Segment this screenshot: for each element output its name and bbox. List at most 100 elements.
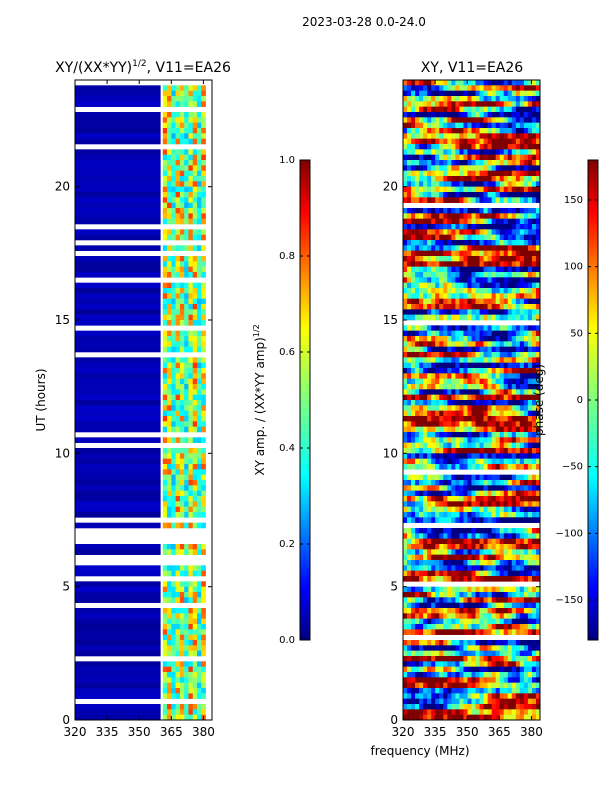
- heatmap-cell: [447, 389, 452, 395]
- heatmap-cell: [423, 661, 428, 667]
- heatmap-cell: [511, 501, 517, 507]
- x-tick-label: 320: [64, 725, 87, 739]
- heatmap-cell: [415, 704, 420, 710]
- heatmap-cell: [459, 362, 464, 369]
- heatmap-cell: [471, 640, 476, 646]
- heatmap-cell: [451, 96, 456, 102]
- heatmap-cell: [75, 405, 161, 411]
- heatmap-cell: [479, 314, 484, 321]
- heatmap-cell: [531, 394, 537, 401]
- heatmap-cell: [491, 384, 496, 390]
- heatmap-cell: [499, 373, 505, 379]
- heatmap-cell: [511, 661, 517, 667]
- heatmap-cell: [162, 453, 168, 459]
- heatmap-cell: [184, 474, 189, 481]
- heatmap-cell: [411, 624, 416, 630]
- heatmap-cell: [192, 437, 198, 443]
- heatmap-cell: [184, 565, 189, 571]
- heatmap-cell: [75, 677, 161, 683]
- heatmap-cell: [487, 453, 492, 459]
- heatmap-cell: [201, 362, 206, 369]
- heatmap-cell: [439, 160, 444, 166]
- heatmap-cell: [179, 624, 185, 630]
- heatmap-cell: [467, 453, 472, 459]
- heatmap-cell: [435, 528, 440, 534]
- heatmap-cell: [439, 165, 444, 171]
- heatmap-cell: [451, 528, 456, 534]
- heatmap-cell: [171, 613, 176, 619]
- heatmap-cell: [463, 490, 468, 497]
- heatmap-cell: [479, 133, 484, 139]
- heatmap-cell: [523, 128, 529, 134]
- heatmap-cell: [471, 416, 476, 422]
- heatmap-cell: [483, 501, 488, 507]
- heatmap-cell: [201, 480, 206, 486]
- heatmap-cell: [423, 554, 428, 561]
- heatmap-cell: [447, 661, 452, 667]
- heatmap-cell: [451, 149, 456, 155]
- heatmap-cell: [511, 208, 517, 214]
- heatmap-cell: [171, 506, 176, 513]
- heatmap-cell: [451, 410, 456, 417]
- heatmap-cell: [407, 608, 412, 614]
- heatmap-cell: [75, 256, 161, 262]
- heatmap-cell: [531, 362, 537, 369]
- heatmap-cell: [511, 96, 517, 102]
- heatmap-cell: [475, 576, 480, 582]
- heatmap-cell: [427, 192, 432, 198]
- heatmap-cell: [451, 368, 456, 374]
- heatmap-cell: [447, 666, 452, 673]
- heatmap-cell: [471, 368, 476, 374]
- heatmap-cell: [407, 197, 412, 203]
- heatmap-cell: [483, 245, 488, 251]
- heatmap-cell: [455, 666, 460, 673]
- heatmap-cell: [423, 405, 428, 411]
- heatmap-cell: [531, 154, 537, 161]
- heatmap-cell: [463, 218, 468, 225]
- heatmap-cell: [439, 181, 444, 187]
- heatmap-cell: [531, 165, 537, 171]
- heatmap-cell: [435, 309, 440, 315]
- heatmap-cell: [455, 314, 460, 321]
- heatmap-cell: [475, 373, 480, 379]
- heatmap-cell: [467, 293, 472, 299]
- heatmap-cell: [503, 378, 509, 385]
- heatmap-cell: [411, 666, 416, 673]
- heatmap-cell: [455, 122, 460, 129]
- heatmap-cell: [192, 101, 198, 107]
- heatmap-cell: [495, 218, 501, 225]
- heatmap-cell: [515, 336, 521, 342]
- heatmap-cell: [162, 341, 168, 347]
- heatmap-cell: [411, 416, 416, 422]
- heatmap-cell: [451, 709, 456, 715]
- heatmap-cell: [443, 560, 448, 566]
- heatmap-cell: [415, 176, 420, 182]
- heatmap-cell: [75, 426, 161, 433]
- heatmap-cell: [175, 101, 181, 107]
- heatmap-cell: [423, 602, 428, 609]
- heatmap-cell: [179, 474, 185, 481]
- heatmap-cell: [192, 336, 198, 342]
- heatmap-cell: [171, 682, 176, 689]
- heatmap-cell: [455, 240, 460, 246]
- heatmap-cell: [162, 112, 168, 118]
- heatmap-cell: [535, 229, 541, 235]
- heatmap-cell: [443, 346, 448, 353]
- heatmap-cell: [523, 565, 529, 571]
- heatmap-cell: [503, 432, 509, 438]
- heatmap-cell: [184, 186, 189, 193]
- heatmap-cell: [471, 565, 476, 571]
- heatmap-cell: [419, 314, 424, 321]
- heatmap-cell: [419, 170, 424, 177]
- heatmap-cell: [167, 373, 172, 379]
- heatmap-cell: [439, 453, 444, 459]
- heatmap-cell: [459, 154, 464, 161]
- heatmap-cell: [487, 122, 492, 129]
- heatmap-cell: [491, 309, 496, 315]
- heatmap-cell: [411, 704, 416, 710]
- heatmap-cell: [403, 533, 408, 539]
- heatmap-cell: [535, 560, 541, 566]
- heatmap-cell: [527, 224, 533, 230]
- heatmap-cell: [495, 106, 501, 113]
- heatmap-cell: [435, 485, 440, 491]
